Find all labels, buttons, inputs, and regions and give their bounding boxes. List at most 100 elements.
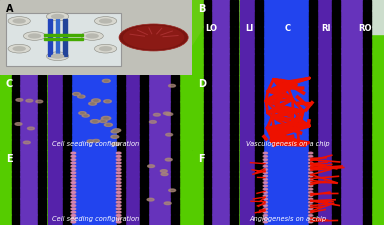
Bar [255,21,259,26]
Circle shape [308,198,313,200]
Bar [63,140,67,145]
Bar [313,70,317,75]
Bar [363,199,366,204]
Circle shape [308,221,313,223]
Bar [12,150,15,155]
Bar [255,215,259,220]
Bar [263,0,313,75]
Bar [204,80,207,85]
Bar [43,220,46,225]
Bar [63,19,67,56]
Circle shape [94,140,98,142]
Circle shape [94,17,117,25]
Bar [38,80,42,85]
Bar [336,86,340,90]
Bar [336,220,340,225]
Bar [235,107,238,112]
Bar [63,145,67,150]
Bar [140,166,144,171]
Bar [43,150,46,155]
Bar [144,140,148,145]
Bar [38,118,42,123]
Bar [255,38,259,43]
Bar [208,145,211,150]
Bar [230,182,234,187]
Bar [332,5,336,10]
Bar [332,75,336,80]
Bar [171,91,174,96]
Bar [175,145,179,150]
Bar [204,135,207,140]
Bar [235,91,238,96]
Bar [235,209,238,214]
Circle shape [79,96,83,97]
Bar [332,161,336,166]
Circle shape [308,192,313,193]
Bar [367,171,371,176]
Circle shape [78,95,85,98]
Bar [144,188,148,193]
Bar [240,0,259,75]
Bar [148,150,175,225]
Bar [309,11,313,16]
Bar [208,155,211,160]
Bar [140,220,144,225]
Bar [230,135,234,140]
Circle shape [114,143,118,145]
Bar [255,0,259,5]
Bar [144,86,148,90]
Bar [230,193,234,198]
Bar [43,215,46,220]
Bar [175,75,179,80]
Bar [309,91,313,96]
Bar [336,59,340,64]
Bar [313,54,317,59]
Circle shape [101,120,105,122]
Bar [367,129,371,134]
Bar [68,182,71,187]
Bar [171,220,174,225]
Bar [230,199,234,204]
Circle shape [308,178,313,180]
Bar [363,171,366,176]
Bar [6,14,121,66]
Bar [336,0,340,5]
Circle shape [71,172,76,174]
Bar [204,161,207,166]
Bar [208,11,211,16]
Bar [367,38,371,43]
Bar [367,97,371,101]
Bar [235,65,238,70]
Bar [16,135,19,140]
Circle shape [308,195,313,197]
Bar [235,11,238,16]
Bar [16,113,19,118]
Circle shape [103,79,110,82]
Bar [208,188,211,193]
Bar [363,80,366,85]
Bar [204,27,207,32]
Bar [121,129,125,134]
Bar [367,5,371,10]
Circle shape [308,162,313,164]
Bar [255,102,259,107]
Circle shape [82,114,89,117]
Bar [144,166,148,171]
Bar [255,80,259,85]
Bar [71,75,121,150]
Bar [255,150,259,155]
Bar [121,188,125,193]
Bar [230,65,234,70]
Circle shape [308,215,313,216]
Bar [309,107,313,112]
Bar [260,124,263,128]
Bar [235,54,238,59]
Bar [207,150,234,225]
Bar [140,199,144,204]
Bar [230,32,234,37]
Bar [367,65,371,70]
Bar [336,155,340,160]
Bar [255,204,259,209]
Bar [309,199,313,204]
Bar [16,204,19,209]
